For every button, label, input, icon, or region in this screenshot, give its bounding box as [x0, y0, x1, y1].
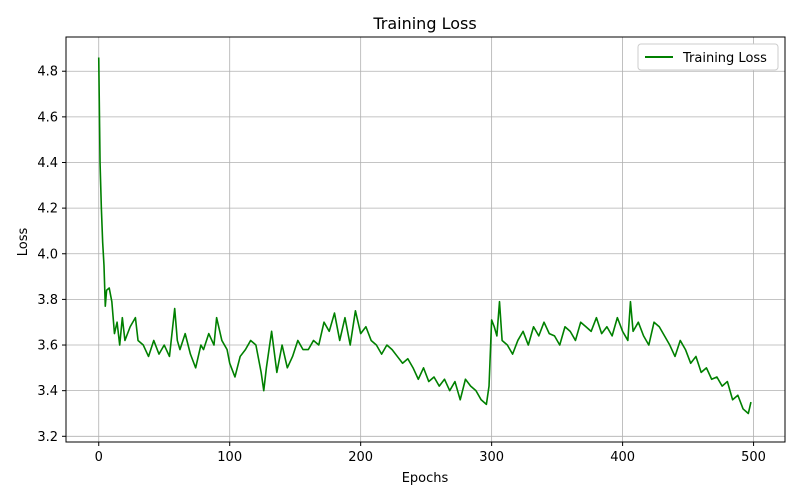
- legend-label-training-loss: Training Loss: [682, 51, 767, 66]
- x-tick-label: 400: [610, 450, 635, 465]
- legend-box: [637, 43, 779, 71]
- x-tick-label: 300: [479, 450, 504, 465]
- y-axis-ticks: 3.2 3.4 3.6 3.8 4.0 4.2 4.4 4.6 4.8: [37, 65, 66, 445]
- y-tick-label: 3.6: [37, 339, 58, 354]
- y-tick-label: 4.2: [37, 202, 58, 217]
- x-tick-label: 500: [741, 450, 766, 465]
- grid-lines: [66, 37, 785, 442]
- x-tick-label: 0: [95, 450, 103, 465]
- series-line-training-loss: [97, 57, 752, 415]
- x-tick-label: 200: [348, 450, 373, 465]
- chart-title: Training Loss: [372, 14, 476, 33]
- y-tick-label: 3.4: [37, 384, 58, 399]
- x-axis-ticks: 0 100 200 300 400 500: [95, 442, 766, 465]
- series-group: [97, 57, 752, 415]
- y-tick-label: 3.2: [37, 430, 58, 445]
- x-tick-label: 100: [217, 450, 242, 465]
- y-tick-label: 3.8: [37, 293, 58, 308]
- legend: Training Loss: [637, 43, 779, 71]
- plot-frame: [65, 36, 786, 443]
- y-tick-label: 4.4: [37, 156, 58, 171]
- x-axis-label: Epochs: [402, 471, 449, 486]
- y-axis-label: Loss: [16, 228, 31, 257]
- y-tick-label: 4.0: [37, 247, 58, 262]
- y-tick-label: 4.6: [37, 110, 58, 125]
- y-tick-label: 4.8: [37, 65, 58, 80]
